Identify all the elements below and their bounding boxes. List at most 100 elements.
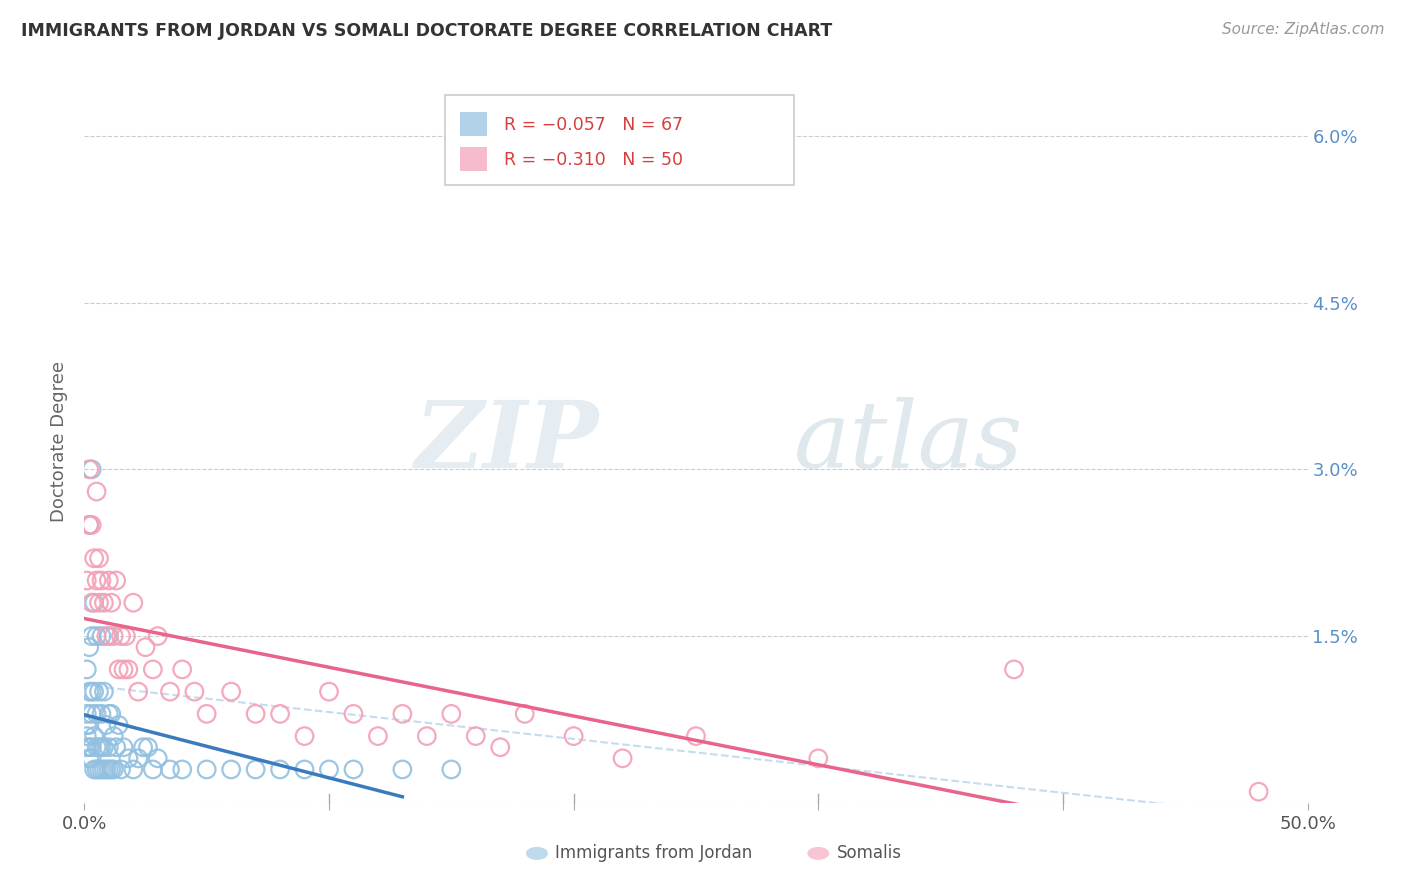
Text: IMMIGRANTS FROM JORDAN VS SOMALI DOCTORATE DEGREE CORRELATION CHART: IMMIGRANTS FROM JORDAN VS SOMALI DOCTORA… [21,22,832,40]
Point [318,684,340,698]
Point [489,740,512,755]
Point [245,706,267,721]
Point [96,718,118,732]
Point [195,763,218,777]
Point [146,751,169,765]
Point [90,763,112,777]
Point [112,740,135,755]
Point [100,596,122,610]
Point [294,729,316,743]
Point [80,751,103,765]
Point [77,718,100,732]
Point [416,729,439,743]
Point [77,462,100,476]
Point [77,640,100,655]
Point [142,662,165,676]
Point [127,751,149,765]
Point [103,729,125,743]
Point [83,684,105,698]
Point [80,629,103,643]
Point [86,574,108,588]
Point [97,629,120,643]
Point [90,740,112,755]
Point [80,596,103,610]
Y-axis label: Doctorate Degree: Doctorate Degree [51,361,69,522]
Point [87,684,110,698]
Point [132,740,155,755]
Point [83,551,105,566]
Point [86,706,108,721]
Point [76,729,98,743]
Point [342,763,364,777]
Point [195,706,218,721]
Point [80,684,103,698]
Point [93,740,115,755]
Point [100,706,122,721]
Point [245,763,267,777]
Point [172,763,194,777]
Point [77,751,100,765]
Point [83,596,105,610]
Point [76,662,98,676]
Point [90,706,112,721]
Point [513,706,536,721]
Point [269,706,291,721]
Point [93,763,115,777]
Text: R = −0.057   N = 67: R = −0.057 N = 67 [503,116,683,134]
Point [464,729,486,743]
Point [391,706,413,721]
Point [136,740,159,755]
Point [76,740,98,755]
Point [100,763,122,777]
Point [97,706,120,721]
Point [117,751,139,765]
Point [93,596,115,610]
Point [115,629,138,643]
Point [110,763,132,777]
Point [83,763,105,777]
Point [562,729,585,743]
Point [440,763,463,777]
Point [103,629,125,643]
Point [87,740,110,755]
Point [90,574,112,588]
Point [107,718,129,732]
Point [183,684,205,698]
Point [76,706,98,721]
Text: Immigrants from Jordan: Immigrants from Jordan [555,845,752,863]
Point [391,763,413,777]
Point [80,517,103,532]
Point [127,684,149,698]
Point [77,517,100,532]
Point [80,706,103,721]
Point [76,574,98,588]
Point [96,629,118,643]
Point [135,640,157,655]
Point [97,574,120,588]
Bar [460,112,486,136]
Point [294,763,316,777]
Point [97,763,120,777]
Text: ZIP: ZIP [413,397,598,486]
Point [77,517,100,532]
Point [87,551,110,566]
Point [318,763,340,777]
Point [105,740,128,755]
FancyBboxPatch shape [446,95,794,185]
Point [77,740,100,755]
Point [105,574,128,588]
Point [159,684,181,698]
Point [80,740,103,755]
Point [86,484,108,499]
Point [86,740,108,755]
Point [269,763,291,777]
Point [90,629,112,643]
Point [93,684,115,698]
Point [83,729,105,743]
Text: atlas: atlas [794,397,1024,486]
Point [77,684,100,698]
Point [80,462,103,476]
Circle shape [807,847,830,860]
Point [807,751,830,765]
Point [122,763,145,777]
